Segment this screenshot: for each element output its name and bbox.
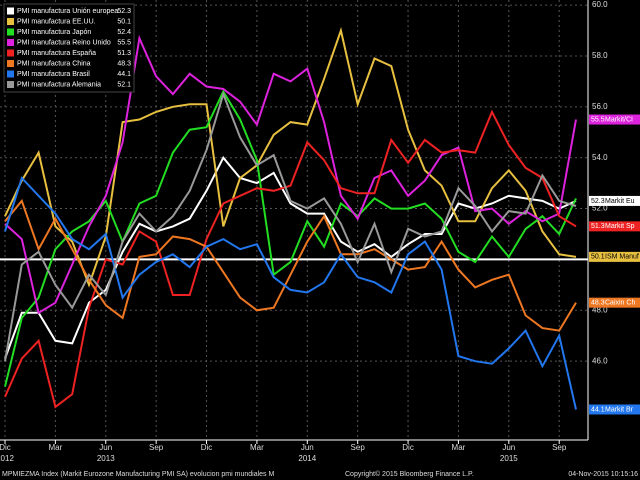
x-tick-label-line: 2014	[298, 454, 316, 463]
value-tag-label: Caixin Ch	[605, 300, 635, 307]
x-tick-label-line: Mar	[452, 443, 466, 452]
value-tag-value: 52.3	[591, 198, 605, 205]
value-tag-value: 55.5	[591, 116, 605, 123]
series-line	[4, 176, 577, 410]
x-tick-label: Dic	[402, 443, 414, 452]
value-tag-label: ISM Manuf	[605, 254, 639, 261]
x-tick-label: Mar	[250, 443, 264, 452]
footer-source: MPMIEZMA Index (Markit Eurozone Manufact…	[2, 471, 274, 478]
legend-label: PMI manufactura Alemania	[17, 81, 101, 88]
series-line	[4, 91, 577, 362]
legend-label: PMI manufactura Reino Unido	[17, 39, 111, 46]
legend-value: 52.1	[117, 81, 131, 88]
y-tick-label: 56.0	[592, 102, 608, 111]
x-tick-label-line: Dic	[402, 443, 414, 452]
series-line	[4, 109, 577, 409]
legend-value: 44.1	[117, 71, 131, 78]
x-tick-label-line: Dic	[201, 443, 213, 452]
x-tick-label-line: Jun	[502, 443, 515, 452]
series-line	[4, 155, 577, 359]
x-tick-label: Mar	[452, 443, 466, 452]
y-tick-label: 60.0	[592, 0, 608, 9]
value-tag-label: Markit/CI	[605, 116, 633, 123]
x-tick-label-line: Mar	[48, 443, 62, 452]
x-tick-label-line: 2015	[500, 454, 518, 463]
x-tick-label: Sep	[149, 443, 164, 452]
value-tag	[589, 195, 640, 206]
value-tag	[589, 251, 640, 262]
y-tick-label: 52.0	[592, 204, 608, 213]
value-tag	[589, 114, 640, 125]
value-tag-label: Markit Eu	[605, 198, 635, 205]
legend-label: PMI manufactura Unión europea	[17, 8, 118, 15]
x-tick-label: Sep	[552, 443, 567, 452]
legend-swatch	[7, 81, 14, 88]
x-tick-label-line: Sep	[552, 443, 567, 452]
x-tick-label: Jun 2013	[97, 443, 115, 463]
x-tick-label: Dic	[201, 443, 213, 452]
legend-label: PMI manufactura España	[17, 50, 96, 57]
legend-value: 50.1	[117, 18, 131, 25]
legend-swatch	[7, 7, 14, 15]
value-tag-value: 48.3	[591, 300, 605, 307]
series-line	[4, 34, 577, 315]
x-tick-label-line: Dic	[0, 443, 11, 452]
legend-swatch	[7, 70, 14, 78]
y-tick-label: 48.0	[592, 305, 608, 314]
value-tag-value: 51.3	[591, 223, 605, 230]
value-tag	[589, 297, 640, 308]
legend-value: 51.3	[117, 50, 131, 57]
x-tick-label: Jun 2014	[298, 443, 316, 463]
legend-label: PMI manufactura Brasil	[17, 71, 90, 78]
x-tick-label-line: Jun	[99, 443, 112, 452]
x-tick-label-line: Sep	[149, 443, 164, 452]
value-tag-label: Markit Sp	[605, 223, 635, 230]
x-tick-label: Jun 2015	[500, 443, 518, 463]
legend-box	[3, 3, 135, 93]
legend-swatch	[7, 60, 14, 67]
legend-swatch	[7, 39, 14, 46]
x-tick-label-line: 2012	[0, 454, 14, 463]
x-tick-label-line: Jun	[301, 443, 314, 452]
legend-swatch	[7, 49, 14, 57]
legend-swatch	[7, 18, 14, 25]
value-tag-value: 44.1	[591, 406, 605, 413]
x-tick-label-line: Mar	[250, 443, 264, 452]
legend-value: 52.4	[117, 29, 131, 36]
legend-value: 48.3	[117, 60, 131, 67]
legend-value: 52.3	[117, 8, 131, 15]
legend-swatch	[7, 28, 14, 36]
x-tick-label: Dic 2012	[0, 443, 14, 463]
y-tick-label: 54.0	[592, 153, 608, 162]
x-tick-label: Mar	[48, 443, 62, 452]
legend-label: PMI manufactura China	[17, 60, 91, 67]
value-tag	[589, 404, 640, 415]
x-tick-label-line: Sep	[351, 443, 366, 452]
y-tick-label: 46.0	[592, 356, 608, 365]
legend-value: 55.5	[117, 39, 131, 46]
value-tag	[589, 221, 640, 232]
y-tick-label: 58.0	[592, 51, 608, 60]
footer-copyright: Copyright© 2015 Bloomberg Finance L.P.	[345, 470, 474, 478]
value-tag-label: Markit Br	[605, 406, 634, 413]
x-tick-label-line: 2013	[97, 454, 115, 463]
legend-label: PMI manufactura EE.UU.	[17, 18, 96, 25]
footer-timestamp: 04-Nov-2015 10:15:16	[568, 471, 638, 478]
series-line	[4, 198, 577, 332]
value-tag-value: 50.1	[591, 254, 605, 261]
legend-label: PMI manufactura Japón	[17, 29, 91, 36]
x-tick-label: Sep	[351, 443, 366, 452]
